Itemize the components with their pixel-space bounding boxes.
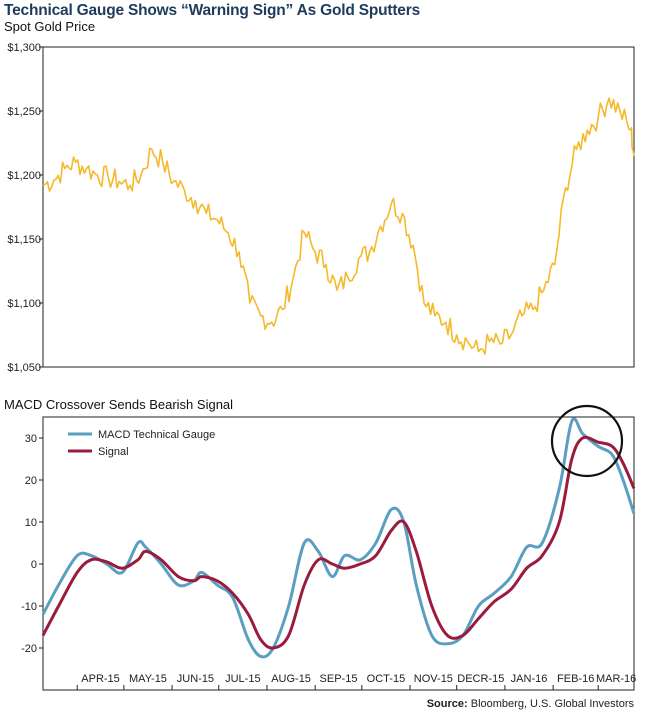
macd-y-tick-label: 20 <box>25 475 37 487</box>
gold-y-tick-label: $1,250 <box>7 106 41 118</box>
macd-legend: MACD Technical Gauge Signal <box>68 429 215 458</box>
macd-chart-subtitle: MACD Crossover Sends Bearish Signal <box>4 397 233 412</box>
macd-x-tick-label: APR-15 <box>81 673 120 685</box>
gold-y-tick-label: $1,200 <box>7 170 41 182</box>
macd-x-tick-label: FEB-16 <box>557 673 594 685</box>
gold-y-tick-label: $1,100 <box>7 298 41 310</box>
macd-x-tick-label: SEP-15 <box>320 673 358 685</box>
macd-x-tick-label: NOV-15 <box>414 673 453 685</box>
gold-price-line <box>42 97 635 355</box>
gold-chart-subtitle: Spot Gold Price <box>4 19 95 34</box>
gold-price-chart: Spot Gold Price $1,050 $1,100 $1,150 $1,200… <box>4 19 635 374</box>
legend-label-signal: Signal <box>98 446 129 458</box>
macd-x-tick-label: JUN-15 <box>177 673 214 685</box>
macd-x-tick-label: DECR-15 <box>457 673 504 685</box>
source-label: Source: <box>427 698 468 710</box>
macd-x-tick-label: JAN-16 <box>511 673 548 685</box>
gold-chart-frame <box>42 46 635 368</box>
macd-chart-frame <box>42 416 635 691</box>
gold-y-tick-label: $1,150 <box>7 234 41 246</box>
crossover-circle <box>550 404 624 478</box>
macd-x-tick-label: AUG-15 <box>271 673 311 685</box>
macd-x-tick-label: MAR-16 <box>596 673 636 685</box>
macd-y-tick-label: -10 <box>21 601 37 613</box>
gold-y-tick-label: $1,050 <box>7 362 41 374</box>
source-note: Source: Bloomberg, U.S. Global Investors <box>427 698 635 710</box>
gold-y-axis: $1,050 $1,100 $1,150 $1,200 $1,250 $1,300 <box>7 42 43 374</box>
source-text: Bloomberg, U.S. Global Investors <box>471 698 635 710</box>
macd-x-tick-label: MAY-15 <box>129 673 167 685</box>
signal-line <box>41 435 636 650</box>
macd-line <box>41 417 636 659</box>
macd-y-tick-label: 0 <box>31 559 37 571</box>
macd-y-tick-label: -20 <box>21 643 37 655</box>
macd-y-axis: -20 -10 0 10 20 30 <box>21 433 43 655</box>
macd-x-tick-label: OCT-15 <box>367 673 406 685</box>
macd-y-tick-label: 10 <box>25 517 37 529</box>
gold-y-tick-label: $1,300 <box>7 42 41 54</box>
macd-x-tick-label: JUL-15 <box>225 673 260 685</box>
macd-chart: MACD Crossover Sends Bearish Signal -20-… <box>4 397 636 691</box>
page-title: Technical Gauge Shows “Warning Sign” As … <box>4 2 420 19</box>
macd-x-axis: APR-15 MAY-15 JUN-15 JUL-15 AUG-15 SEP-15 OCT-… <box>76 673 636 690</box>
legend-label-macd: MACD Technical Gauge <box>98 429 215 441</box>
macd-y-tick-label: 30 <box>25 433 37 445</box>
